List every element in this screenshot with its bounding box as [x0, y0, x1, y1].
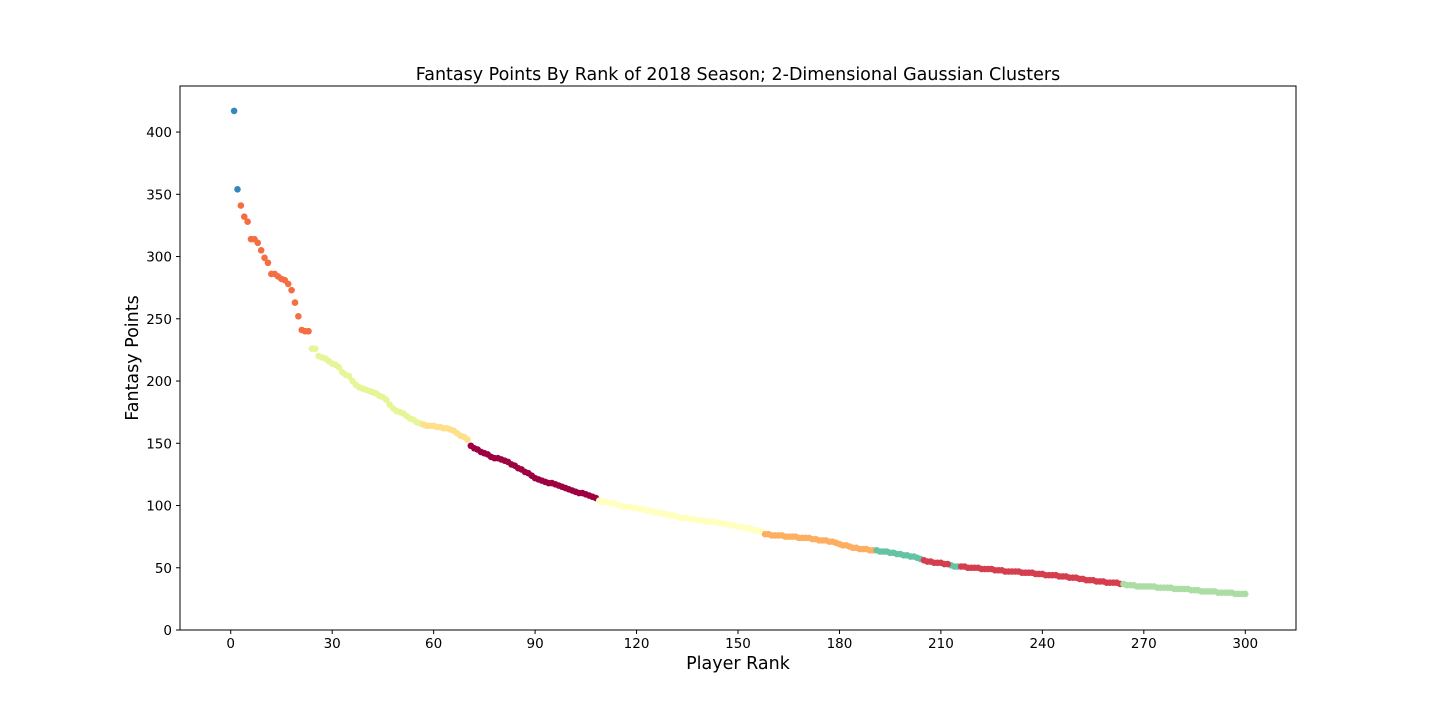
- y-tick-label: 50: [155, 561, 172, 577]
- y-tick-label: 200: [146, 374, 172, 390]
- cluster-0: [230, 107, 241, 193]
- y-tick-label: 150: [146, 436, 172, 452]
- x-tick-label: 0: [226, 636, 235, 652]
- data-point: [264, 259, 272, 267]
- data-point: [257, 247, 265, 254]
- cluster-6: [761, 530, 877, 554]
- cluster-1: [237, 202, 312, 335]
- data-point: [230, 107, 238, 115]
- data-point: [237, 202, 245, 209]
- x-tick-label: 150: [725, 636, 751, 652]
- y-tick-label: 250: [146, 312, 172, 328]
- data-point: [261, 254, 268, 262]
- data-point: [240, 213, 248, 221]
- data-point: [244, 218, 251, 225]
- data-point: [382, 396, 390, 404]
- y-tick-label: 100: [146, 499, 172, 515]
- y-tick-label: 350: [146, 187, 172, 203]
- x-axis: 0 30 60 90 120 150 180 210 240 270 300: [226, 630, 1258, 652]
- plot-area-frame: [179, 85, 1297, 631]
- data-point: [345, 372, 353, 380]
- data-point: [305, 327, 312, 335]
- data-point: [464, 436, 471, 443]
- cluster-4: [467, 442, 600, 502]
- data-point: [291, 299, 299, 306]
- x-tick-label: 120: [624, 636, 650, 652]
- data-point: [288, 286, 295, 294]
- data-point: [944, 560, 951, 568]
- cluster-3: [420, 421, 471, 443]
- x-tick-label: 90: [526, 636, 543, 652]
- y-tick-label: 300: [146, 250, 172, 266]
- data-point: [254, 239, 262, 247]
- data-point: [234, 186, 241, 193]
- data-point: [284, 280, 292, 288]
- cluster-8: [920, 556, 1124, 588]
- cluster-2: [308, 345, 424, 427]
- data-point: [1241, 590, 1249, 598]
- x-tick-label: 30: [324, 636, 341, 652]
- cluster-7: [873, 547, 962, 570]
- chart-title: Fantasy Points By Rank of 2018 Season; 2…: [416, 65, 1060, 85]
- x-tick-label: 180: [827, 636, 853, 652]
- data-point: [311, 345, 319, 352]
- data-point: [335, 364, 343, 371]
- cluster-5: [596, 497, 765, 535]
- y-tick-label: 400: [146, 125, 172, 141]
- x-tick-label: 300: [1232, 636, 1258, 652]
- y-axis-label: Fantasy Points: [123, 295, 143, 420]
- cluster-9: [1120, 580, 1249, 598]
- x-tick-label: 210: [928, 636, 954, 652]
- y-axis: 0 50 100 150 200 250 300 350 400: [146, 125, 180, 639]
- x-tick-label: 240: [1029, 636, 1055, 652]
- x-tick-label: 270: [1131, 636, 1157, 652]
- data-point: [295, 312, 302, 320]
- y-tick-label: 0: [163, 623, 172, 639]
- x-axis-label: Player Rank: [686, 654, 791, 674]
- data-points: [230, 107, 1249, 598]
- x-tick-label: 60: [425, 636, 442, 652]
